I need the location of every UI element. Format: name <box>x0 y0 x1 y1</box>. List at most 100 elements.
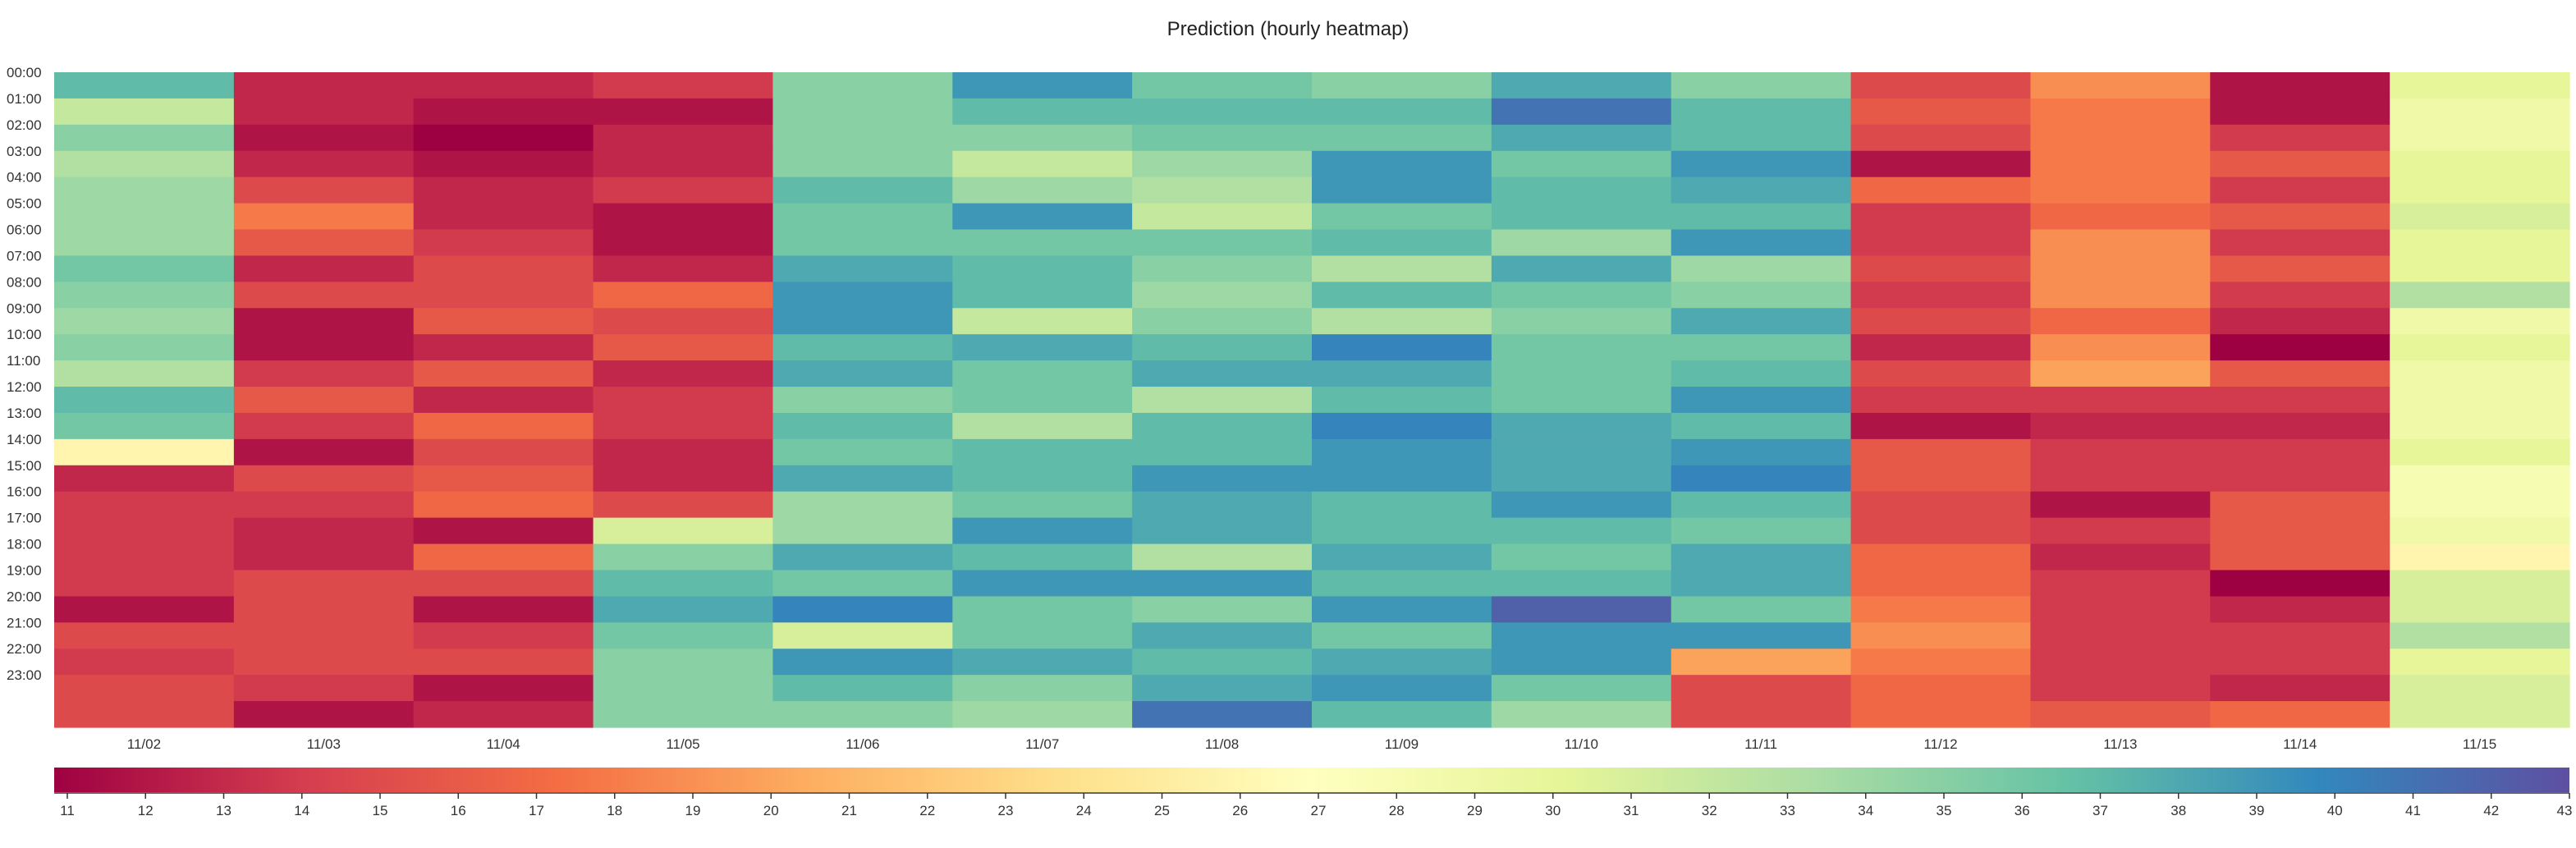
heatmap-cell <box>54 387 235 414</box>
y-tick-label: 13:00 <box>7 406 42 421</box>
y-tick-label: 04:00 <box>7 170 42 186</box>
y-tick-label: 08:00 <box>7 274 42 290</box>
heatmap-cell <box>1491 282 1672 309</box>
colorbar-tick-label: 43 <box>2557 803 2573 818</box>
x-tick-label: 11/07 <box>1025 736 1059 752</box>
heatmap-cell <box>413 229 594 257</box>
colorbar <box>54 768 2569 792</box>
heatmap-cell <box>952 72 1133 99</box>
heatmap-cell <box>593 543 774 571</box>
heatmap-cell <box>1491 622 1672 649</box>
x-tick-label: 11/12 <box>1923 736 1957 752</box>
heatmap-cell <box>593 72 774 99</box>
heatmap-cell <box>952 675 1133 702</box>
heatmap-cell <box>2210 649 2390 676</box>
heatmap-cell <box>2210 72 2390 99</box>
heatmap-cell <box>772 124 953 152</box>
heatmap-cell <box>413 360 594 387</box>
heatmap-cell <box>1491 543 1672 571</box>
heatmap-cell <box>1671 570 1852 597</box>
heatmap-cell <box>2390 229 2570 257</box>
heatmap-cell <box>772 649 953 676</box>
heatmap-cell <box>1850 360 2032 387</box>
colorbar-tick-label: 17 <box>529 803 544 818</box>
heatmap-cell <box>54 124 235 152</box>
heatmap-cell <box>1132 334 1313 361</box>
heatmap-cell <box>593 124 774 152</box>
heatmap-cell <box>2390 124 2570 152</box>
colorbar-tick-label: 23 <box>998 803 1014 818</box>
heatmap-cell <box>54 596 235 623</box>
heatmap-cell <box>1850 308 2032 335</box>
heatmap-cell <box>413 282 594 309</box>
heatmap-cell <box>1671 229 1852 257</box>
heatmap-cell <box>593 282 774 309</box>
heatmap-cell <box>1312 596 1492 623</box>
heatmap-cell <box>1312 255 1492 282</box>
colorbar-tick-label: 16 <box>451 803 466 818</box>
heatmap-cell <box>593 438 774 466</box>
colorbar-tick-label: 31 <box>1624 803 1639 818</box>
heatmap-cell <box>1312 308 1492 335</box>
y-tick-label: 22:00 <box>7 641 42 657</box>
colorbar-tick-label: 26 <box>1232 803 1248 818</box>
heatmap-cell <box>2210 412 2390 440</box>
heatmap-cell <box>54 334 235 361</box>
heatmap-cell <box>2390 98 2570 126</box>
x-tick-label: 11/09 <box>1385 736 1419 752</box>
heatmap-cell <box>233 334 415 361</box>
colorbar-tick-label: 41 <box>2405 803 2421 818</box>
colorbar-tick-label: 21 <box>841 803 857 818</box>
colorbar-tick-label: 20 <box>763 803 779 818</box>
heatmap-cell <box>413 675 594 702</box>
heatmap-cell <box>593 203 774 231</box>
heatmap-cell <box>1132 98 1313 126</box>
heatmap-cell <box>772 701 953 728</box>
heatmap-cell <box>54 701 235 728</box>
colorbar-tick-label: 13 <box>216 803 231 818</box>
heatmap-cell <box>1312 387 1492 414</box>
heatmap-cell <box>772 412 953 440</box>
heatmap-cell <box>1132 255 1313 282</box>
heatmap-cell <box>593 334 774 361</box>
heatmap-cell <box>233 675 415 702</box>
heatmap-cell <box>952 438 1133 466</box>
heatmap-cell <box>593 701 774 728</box>
heatmap-cell <box>2390 570 2570 597</box>
x-tick-label: 11/02 <box>127 736 161 752</box>
heatmap-cell <box>772 438 953 466</box>
heatmap-cell <box>1312 229 1492 257</box>
heatmap-cell <box>2210 124 2390 152</box>
y-tick-label: 20:00 <box>7 589 42 604</box>
heatmap-cell <box>772 229 953 257</box>
heatmap-cell <box>54 675 235 702</box>
heatmap-cell <box>1850 255 2032 282</box>
heatmap-cell <box>1491 649 1672 676</box>
heatmap-cell <box>2210 465 2390 493</box>
heatmap-cell <box>772 72 953 99</box>
heatmap-cell <box>2030 360 2211 387</box>
heatmap-cell <box>2030 570 2211 597</box>
y-tick-label: 11:00 <box>7 353 40 369</box>
heatmap-cell <box>1491 150 1672 178</box>
heatmap-cell <box>2030 203 2211 231</box>
colorbar-tick-label: 18 <box>607 803 622 818</box>
heatmap-cell <box>413 649 594 676</box>
heatmap-cell <box>1671 675 1852 702</box>
heatmap-cell <box>772 282 953 309</box>
heatmap-cell <box>54 360 235 387</box>
heatmap-cell <box>413 622 594 649</box>
heatmap-cell <box>1312 360 1492 387</box>
heatmap-cell <box>1850 596 2032 623</box>
heatmap-cell <box>1132 412 1313 440</box>
heatmap-cell <box>2210 387 2390 414</box>
heatmap-cell <box>952 282 1133 309</box>
heatmap-cell <box>54 308 235 335</box>
heatmap-cell <box>1132 701 1313 728</box>
heatmap-cell <box>2030 229 2211 257</box>
heatmap-cell <box>772 387 953 414</box>
heatmap-cell <box>54 491 235 519</box>
heatmap-cell <box>1312 72 1492 99</box>
heatmap-cell <box>233 229 415 257</box>
heatmap-cell <box>1850 491 2032 519</box>
